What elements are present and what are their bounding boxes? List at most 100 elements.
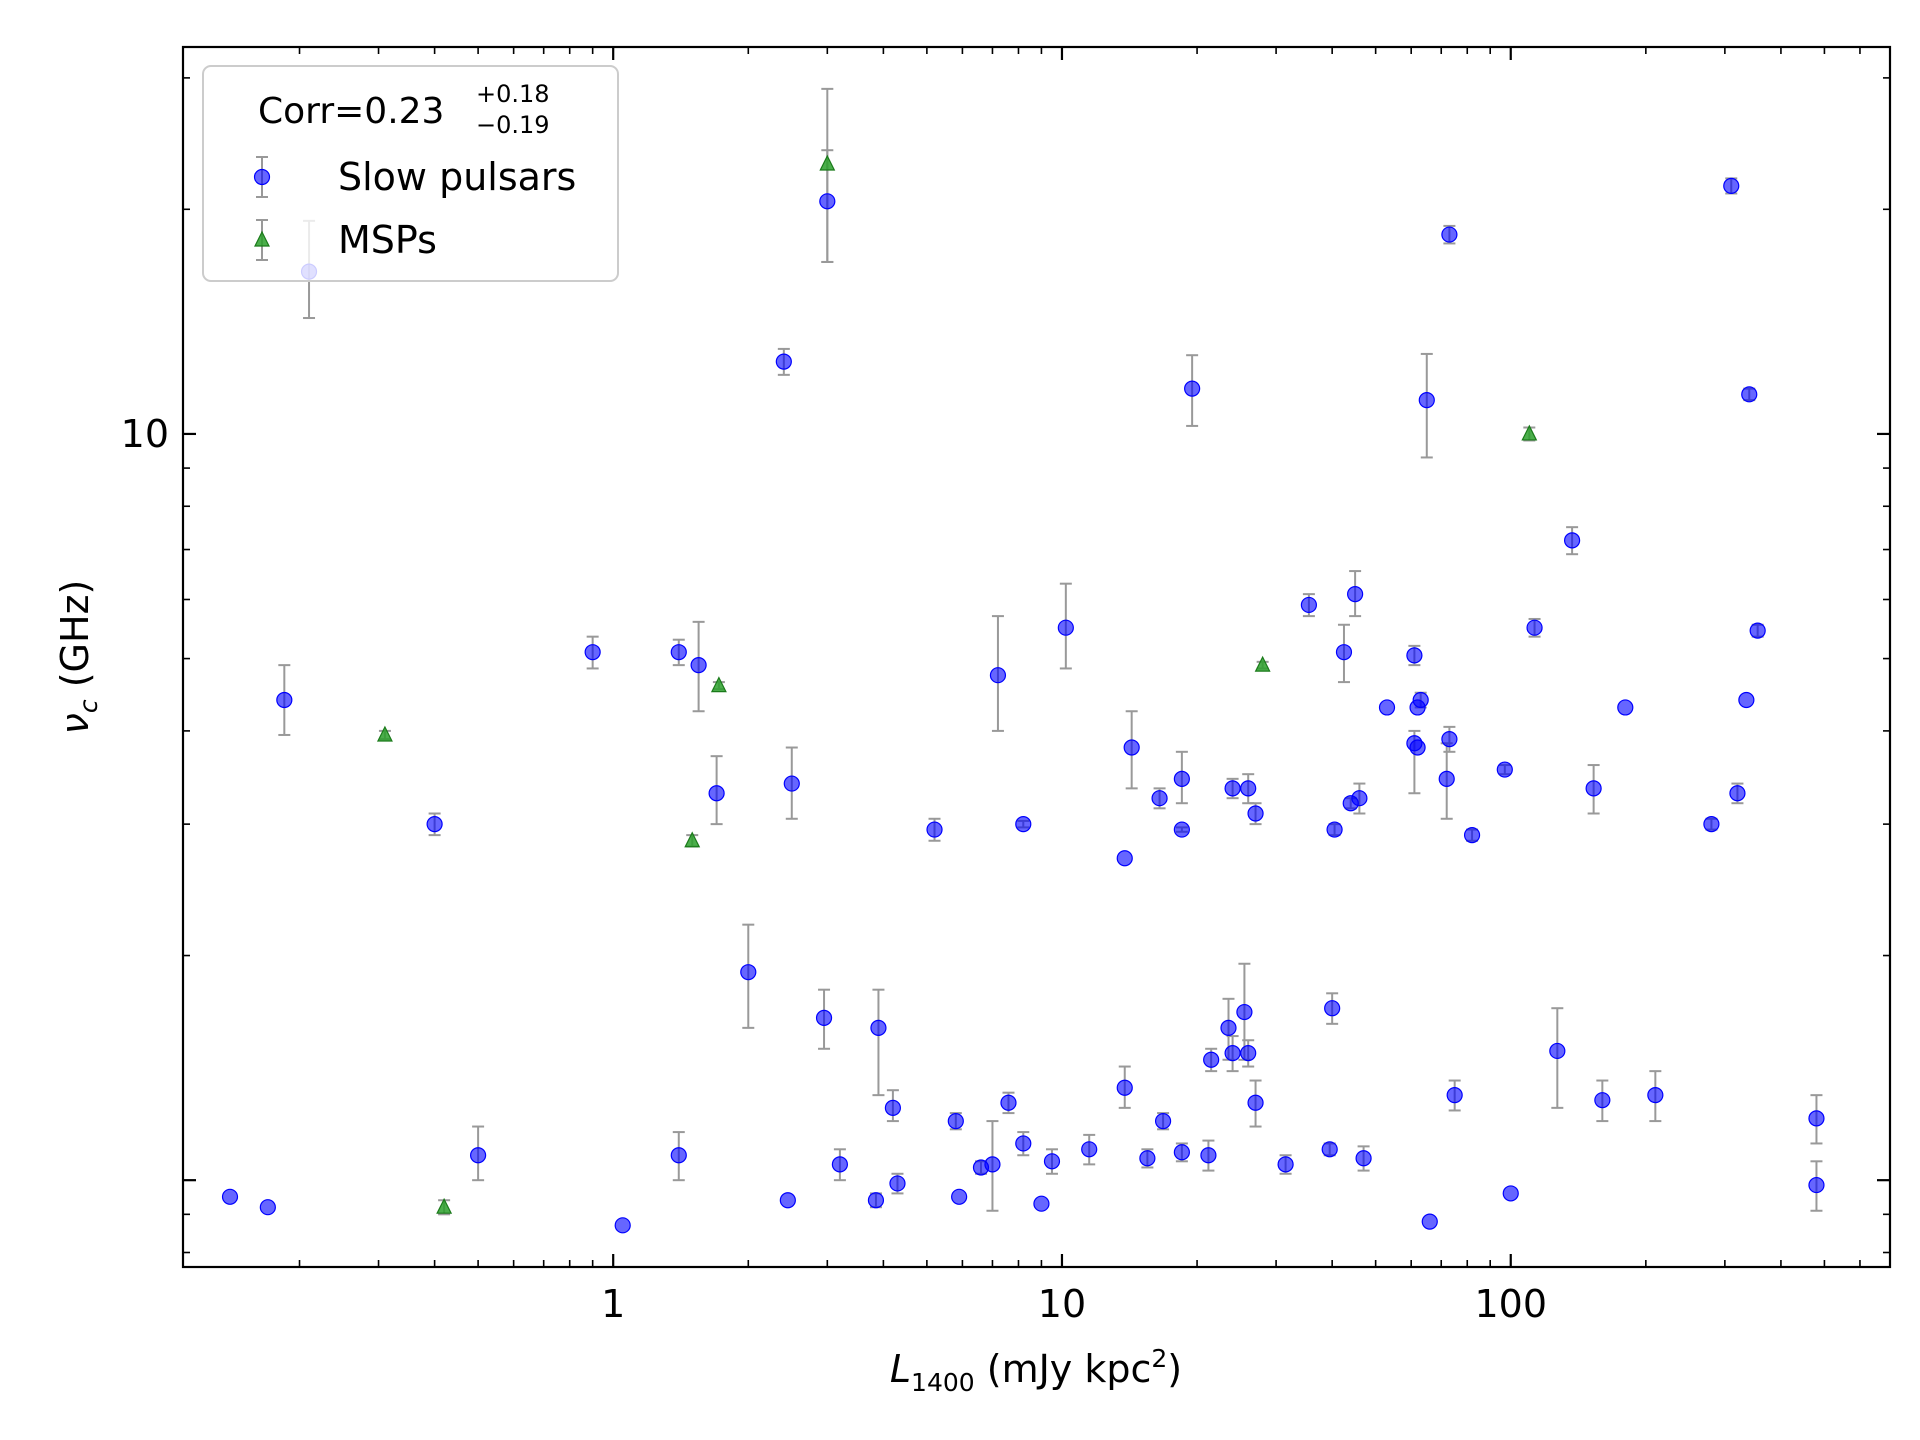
slow-pulsar-point: [815, 1009, 833, 1026]
slow-pulsar-point: [1321, 1141, 1338, 1158]
data-markers: [221, 154, 1825, 1234]
slow-pulsar-point: [1463, 827, 1481, 844]
slow-pulsar-point: [1351, 790, 1368, 807]
slow-pulsar-point: [1203, 1051, 1220, 1068]
slow-pulsar-point: [426, 816, 443, 833]
slow-pulsar-point: [1123, 739, 1140, 756]
slow-pulsar-point: [1000, 1094, 1017, 1111]
x-tick-label: 1: [601, 1282, 625, 1326]
legend: Corr=0.23 +0.18 −0.19 Slow pulsars MSPs: [202, 65, 619, 282]
slow-pulsar-point: [1378, 699, 1396, 716]
legend-msp-marker: [254, 230, 270, 247]
slow-pulsar-point: [870, 1019, 887, 1036]
legend-slow-label: Slow pulsars: [338, 155, 576, 199]
slow-pulsar-point: [1151, 790, 1168, 807]
slow-pulsar-point: [1139, 1150, 1156, 1167]
slow-pulsar-point: [1224, 1045, 1241, 1062]
slow-pulsar-point: [1236, 1003, 1253, 1021]
x-axis-label: L1400 (mJy kpc2): [890, 1344, 1182, 1397]
slow-pulsar-point: [831, 1156, 848, 1173]
msp-point: [436, 1197, 453, 1214]
slow-pulsar-point: [1808, 1176, 1825, 1194]
slow-pulsar-point: [889, 1175, 906, 1192]
slow-pulsar-point: [1406, 647, 1423, 664]
slow-pulsar-point: [1418, 392, 1435, 409]
slow-pulsar-point: [708, 785, 725, 802]
slow-pulsar-point: [670, 1147, 687, 1164]
slow-pulsar-point: [1184, 380, 1201, 397]
legend-title-sup: +0.18: [476, 80, 550, 108]
slow-pulsar-point: [1738, 691, 1755, 709]
slow-pulsar-point: [1703, 816, 1720, 833]
slow-pulsar-point: [276, 691, 293, 709]
slow-pulsar-point: [1409, 739, 1426, 756]
msp-point: [710, 676, 727, 693]
slow-pulsar-point: [1729, 785, 1746, 802]
slow-pulsar-point: [1741, 386, 1758, 403]
slow-pulsar-point: [1173, 1144, 1190, 1161]
slow-pulsar-point: [1240, 780, 1257, 797]
slow-pulsar-point: [1502, 1185, 1519, 1202]
slow-pulsar-point: [984, 1156, 1001, 1173]
legend-slow-marker: [253, 168, 271, 186]
slow-pulsar-point: [1324, 1000, 1341, 1017]
slow-pulsar-point: [947, 1112, 964, 1130]
slow-pulsar-point: [1438, 770, 1455, 787]
slow-pulsar-point: [1808, 1110, 1825, 1127]
slow-pulsar-point: [221, 1188, 239, 1205]
legend-box: [202, 65, 619, 282]
slow-pulsar-point: [1200, 1147, 1217, 1164]
slow-pulsar-point: [670, 644, 687, 661]
plot-frame: [181, 45, 1892, 1269]
x-tick-label: 10: [1038, 1282, 1086, 1326]
slow-pulsar-point: [1526, 619, 1543, 636]
slow-pulsar-point: [775, 353, 792, 370]
slow-pulsar-point: [1347, 586, 1364, 603]
slow-pulsar-point: [1549, 1042, 1566, 1060]
x-tick-label: 100: [1474, 1282, 1547, 1326]
msp-point: [819, 154, 836, 171]
slow-pulsar-point: [1412, 691, 1429, 709]
slow-pulsar-point: [989, 667, 1007, 684]
slow-pulsar-point: [1015, 816, 1032, 833]
legend-title-sub: −0.19: [476, 111, 550, 139]
slow-pulsar-point: [884, 1099, 901, 1116]
slow-pulsar-point: [1277, 1156, 1294, 1173]
tick-labels: 1 10 100 10: [121, 412, 1547, 1326]
slow-pulsar-point: [1015, 1135, 1032, 1152]
slow-pulsar-point: [1421, 1213, 1438, 1230]
slow-pulsar-point: [1173, 770, 1190, 787]
slow-pulsar-point: [1496, 761, 1513, 778]
msp-point: [1254, 655, 1271, 672]
slow-pulsar-point: [1594, 1092, 1611, 1109]
slow-pulsar-point: [1617, 699, 1634, 716]
slow-pulsar-point: [1116, 850, 1133, 867]
slow-pulsar-point: [1116, 1079, 1133, 1096]
slow-pulsar-point: [1585, 780, 1602, 797]
slow-pulsar-point: [1355, 1150, 1372, 1167]
slow-pulsar-point: [779, 1192, 796, 1209]
slow-pulsar-point: [1240, 1045, 1257, 1062]
slow-pulsar-point: [1441, 226, 1458, 243]
slow-pulsar-point: [1057, 619, 1074, 636]
slow-pulsar-point: [1043, 1153, 1061, 1170]
slow-pulsar-point: [1446, 1087, 1463, 1104]
slow-pulsar-point: [1326, 821, 1343, 838]
slow-pulsar-point: [1647, 1087, 1664, 1104]
slow-pulsar-point: [1220, 1019, 1237, 1036]
slow-pulsar-point: [1335, 644, 1353, 661]
legend-title: Corr=0.23: [258, 91, 444, 132]
slow-pulsar-point: [1723, 177, 1740, 194]
slow-pulsar-point: [1300, 596, 1317, 614]
slow-pulsar-point: [783, 775, 800, 792]
slow-pulsar-point: [1247, 1094, 1264, 1111]
slow-pulsar-point: [740, 964, 757, 981]
slow-pulsar-point: [470, 1147, 487, 1164]
msp-point: [376, 725, 393, 742]
msp-point: [1521, 424, 1538, 441]
tick-marks: [183, 47, 1891, 1267]
slow-pulsar-point: [1033, 1195, 1050, 1212]
slow-pulsar-point: [1173, 821, 1190, 838]
slow-pulsar-point: [584, 644, 601, 661]
